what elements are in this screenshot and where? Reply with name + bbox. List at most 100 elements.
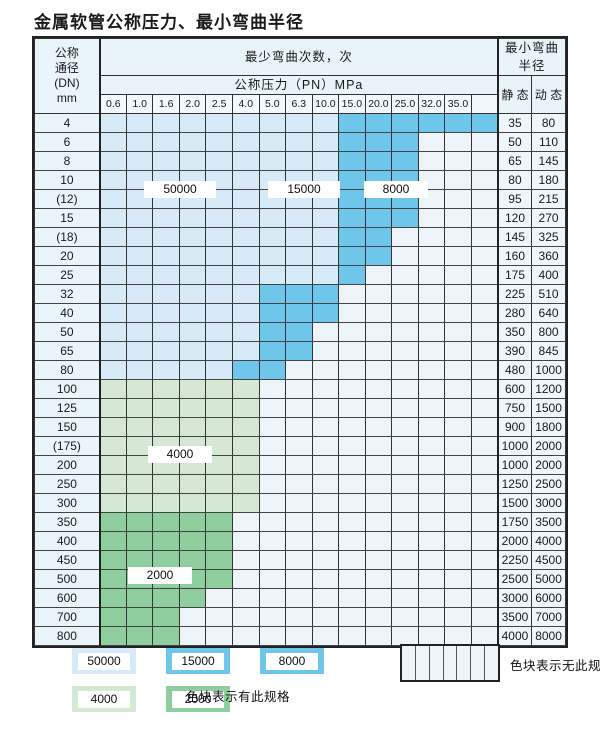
pn-data-cell [231,379,260,399]
pn-data-cell [205,626,233,646]
pn-data-cell [444,360,472,380]
pn-data-cell [152,151,180,171]
pn-data-cell [444,265,472,285]
radius-dynamic-cell: 800 [531,322,566,342]
pn-data-cell [364,227,393,247]
pn-data-cell [205,550,233,570]
pn-data-cell [258,208,287,228]
pn-data-cell [231,322,260,342]
pn-data-cell [470,398,499,418]
legend-swatch-value: 4000 [78,690,130,708]
pn-data-cell [99,265,127,285]
pn-data-cell [470,303,499,323]
pn-data-cell [178,360,207,380]
dn-cell: 600 [33,588,101,608]
legend-swatch-value: 2000 [172,690,224,708]
pn-data-cell [417,436,446,456]
pn-data-cell [417,588,446,608]
pn-data-cell [125,284,154,304]
pn-data-cell [152,379,180,399]
radius-dynamic-cell: 510 [531,284,566,304]
pn-data-cell [99,398,127,418]
dn-cell: 80 [33,360,101,380]
dn-cell: 20 [33,246,101,266]
pn-data-cell [231,208,260,228]
pn-data-cell [364,569,393,589]
pn-data-cell [99,113,127,133]
pn-data-cell [444,208,472,228]
pn-data-cell [391,246,419,266]
pn-data-cell [285,455,313,475]
table-row: 32 225 510 [33,284,566,304]
pn-data-cell [205,398,233,418]
dn-cell: 300 [33,493,101,513]
pn-data-cell [285,531,313,551]
dn-cell: 150 [33,417,101,437]
radius-dynamic-cell: 360 [531,246,566,266]
pn-data-cell [338,588,366,608]
pn-value-header: 4.0 [231,94,260,114]
pn-data-cell [364,322,393,342]
radius-dynamic-cell: 8000 [531,626,566,646]
pn-data-cell [125,265,154,285]
radius-static-cell: 1250 [497,474,533,494]
pn-data-cell [444,626,472,646]
pn-data-cell [231,151,260,171]
pn-data-cell [417,379,446,399]
pn-data-cell [152,113,180,133]
pn-data-cell [125,322,154,342]
pn-data-cell [338,379,366,399]
pn-data-cell [125,607,154,627]
pn-data-cell [444,474,472,494]
pn-data-cell [205,208,233,228]
pn-data-cell [125,208,154,228]
pn-data-cell [178,265,207,285]
pn-data-cell [444,398,472,418]
pn-data-cell [258,341,287,361]
pn-data-cell [470,474,499,494]
pn-data-cell [417,417,446,437]
pn-data-cell [99,493,127,513]
pn-data-cell [470,322,499,342]
pn-data-cell [338,322,366,342]
pn-data-cell [391,227,419,247]
table-head: 公称 通径 (DN) mm 最少弯曲次数，次 最小弯曲半径 公称压力（PN）MP… [33,38,566,114]
pn-data-cell [470,341,499,361]
pn-data-cell [444,436,472,456]
pn-data-cell [338,417,366,437]
pn-data-cell [99,379,127,399]
pn-data-cell [417,569,446,589]
radius-dynamic-cell: 640 [531,303,566,323]
pn-data-cell [338,208,366,228]
pn-header: 公称压力（PN）MPa [99,75,499,95]
pn-data-cell [99,227,127,247]
pn-data-cell [338,246,366,266]
pn-data-cell [99,436,127,456]
pn-data-cell [178,493,207,513]
pn-data-cell [285,493,313,513]
pn-data-cell [364,132,393,152]
radius-dynamic-cell: 3500 [531,512,566,532]
table-row: 800 4000 8000 [33,626,566,646]
pn-data-cell [311,493,340,513]
pn-data-cell [417,227,446,247]
no-spec-cell [485,646,498,680]
pn-data-cell [470,170,499,190]
pn-data-cell [231,588,260,608]
pn-data-cell [152,588,180,608]
pn-data-cell [152,322,180,342]
pn-data-cell [258,189,287,209]
pn-data-cell [338,626,366,646]
pn-data-cell [258,569,287,589]
legend-no-spec-note: 色块表示无此规格 [510,659,600,673]
legend: 50000 15000 8000 4000 2000 色块表示有此规格 色块表示无此规格 [32,636,600,736]
pn-data-cell [364,208,393,228]
dn-cell: 350 [33,512,101,532]
pn-data-cell [258,455,287,475]
grid-callout-label: 50000 [144,181,216,198]
radius-dynamic-cell: 1200 [531,379,566,399]
pn-data-cell [470,493,499,513]
pn-data-cell [364,360,393,380]
pn-data-cell [285,151,313,171]
radius-static-cell: 95 [497,189,533,209]
